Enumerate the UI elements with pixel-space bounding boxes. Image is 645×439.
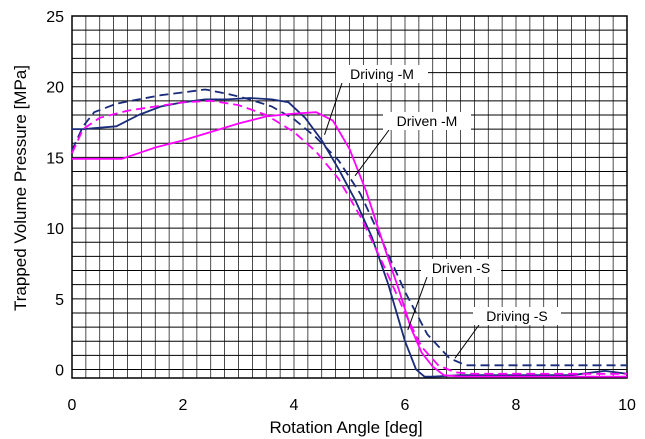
x-tick-label: 6 [401, 397, 410, 414]
y-tick-label: 10 [46, 221, 64, 238]
annotation-label: Driven -M [397, 113, 458, 129]
x-axis-title: Rotation Angle [deg] [269, 418, 422, 437]
annotation-label: Driving -M [350, 66, 414, 82]
grid [71, 15, 628, 378]
series-group [71, 88, 628, 378]
annotation-leader [407, 276, 428, 331]
series-line-driven-m [72, 111, 627, 378]
annotation-driven-m: Driven -M [354, 112, 471, 177]
x-tick-label: 10 [618, 397, 636, 414]
annotation-box [383, 112, 471, 130]
annotation-driving-s: Driving -S [454, 307, 561, 359]
y-tick-label: 15 [46, 150, 64, 167]
y-tick-label: 5 [55, 292, 64, 309]
plot-frame [71, 15, 628, 379]
annotation-label: Driven -S [432, 260, 490, 276]
annotation-label: Driving -S [486, 308, 547, 324]
annotation-box [336, 65, 428, 83]
y-tick-label: 20 [46, 80, 64, 97]
x-tick-label: 8 [512, 397, 521, 414]
x-tick-label: 4 [290, 397, 299, 414]
annotation-leader [324, 82, 343, 135]
tick-labels: 0 2 4 6 8 10 0 5 10 15 20 25 [46, 9, 636, 414]
y-tick-label: 25 [46, 9, 64, 26]
annotation-leader [454, 324, 480, 359]
series-line-driving-s [71, 88, 627, 367]
annotation-box [473, 307, 561, 325]
x-tick-label: 0 [68, 397, 77, 414]
annotation-box [421, 259, 501, 277]
annotation-driving-m: Driving -M [324, 65, 428, 135]
plot-border [71, 15, 628, 379]
annotation-leader [354, 129, 390, 177]
y-tick-label: 0 [55, 363, 64, 380]
y-axis-title: Trapped Volume Pressure [MPa] [11, 65, 30, 311]
series-line-driven-s [71, 99, 627, 375]
annotation-group: Driving -M Driven -M Driven -S Driving -S [324, 65, 561, 359]
x-tick-label: 2 [179, 397, 188, 414]
annotation-driven-s: Driven -S [407, 259, 501, 331]
